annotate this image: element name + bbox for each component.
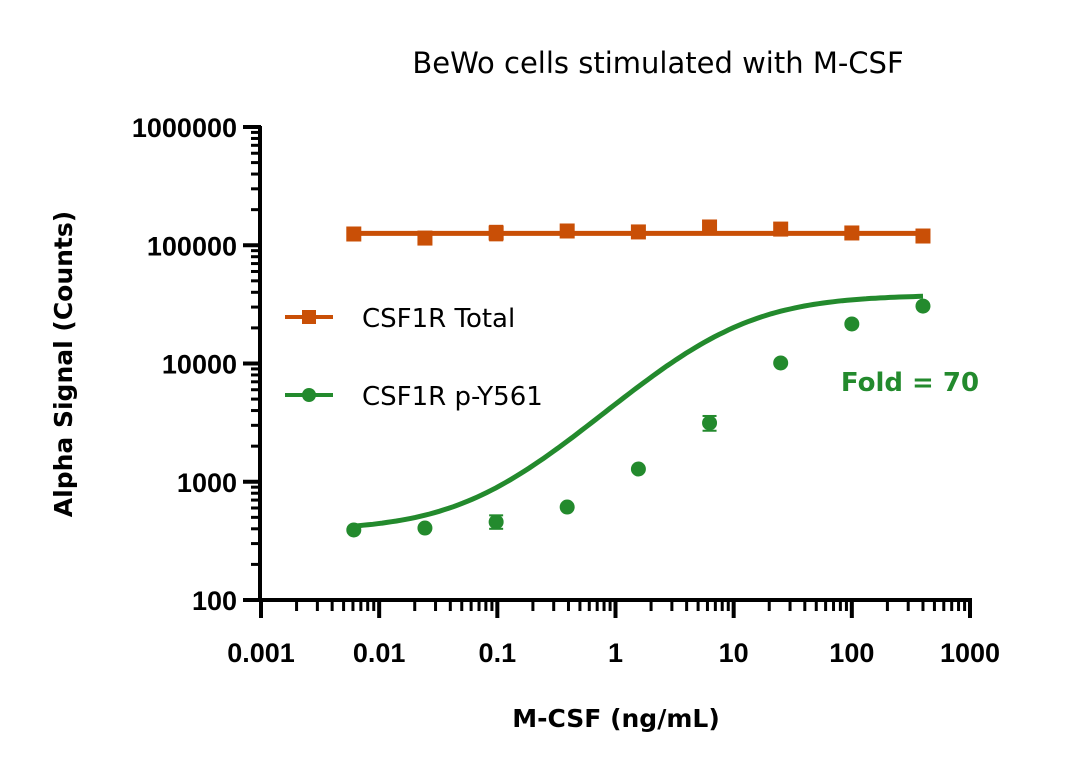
data-point: [630, 224, 646, 240]
x-axis-label: M-CSF (ng/mL): [512, 704, 720, 733]
legend-label-py561: CSF1R p-Y561: [362, 382, 543, 412]
chart-title: BeWo cells stimulated with M-CSF: [412, 46, 903, 80]
data-point: [488, 514, 504, 530]
legend-label-total: CSF1R Total: [362, 304, 515, 334]
data-point: [702, 415, 718, 431]
data-point: [488, 225, 504, 241]
data-point: [559, 499, 575, 515]
y-tick-label: 1000000: [132, 113, 237, 143]
y-axis-label: Alpha Signal (Counts): [49, 211, 78, 517]
data-point: [773, 355, 789, 371]
legend-item-py561: CSF1R p-Y561: [285, 382, 543, 412]
legend: CSF1R Total CSF1R p-Y561: [285, 304, 543, 412]
series-csf1r-py561: [346, 293, 931, 538]
x-tick-label: 0.1: [479, 638, 517, 668]
series-layer: [346, 219, 931, 538]
data-point: [630, 461, 646, 477]
y-tick-label: 10000: [162, 350, 237, 380]
data-point: [773, 221, 789, 237]
x-tick-label: 1: [608, 638, 623, 668]
data-point: [844, 225, 860, 241]
x-tick-label: 0.001: [227, 638, 295, 668]
data-point: [417, 520, 433, 536]
data-point: [417, 230, 433, 246]
data-point: [346, 226, 362, 242]
legend-marker-circle-icon: [302, 388, 316, 402]
data-point: [915, 228, 931, 244]
x-tick-label: 10: [719, 638, 749, 668]
fit-curve: [353, 293, 924, 529]
y-tick-label: 100: [192, 586, 237, 616]
legend-marker-square-icon: [302, 310, 316, 324]
fold-annotation: Fold = 70: [841, 368, 979, 398]
data-point: [915, 298, 931, 314]
y-axis: 100 1000 10000 100000 1000000: [132, 113, 262, 616]
x-tick-label: 100: [829, 638, 874, 668]
data-point: [844, 316, 860, 332]
x-tick-label: 1000: [940, 638, 1000, 668]
data-point: [559, 223, 575, 239]
y-tick-label: 1000: [177, 468, 237, 498]
data-point: [346, 522, 362, 538]
legend-item-total: CSF1R Total: [285, 304, 515, 334]
data-point: [702, 219, 718, 235]
series-csf1r-total: [346, 219, 931, 246]
x-tick-label: 0.01: [353, 638, 406, 668]
x-axis: 0.001 0.01 0.1 1 10 100 1000: [227, 598, 1000, 668]
y-tick-label: 100000: [147, 231, 237, 261]
